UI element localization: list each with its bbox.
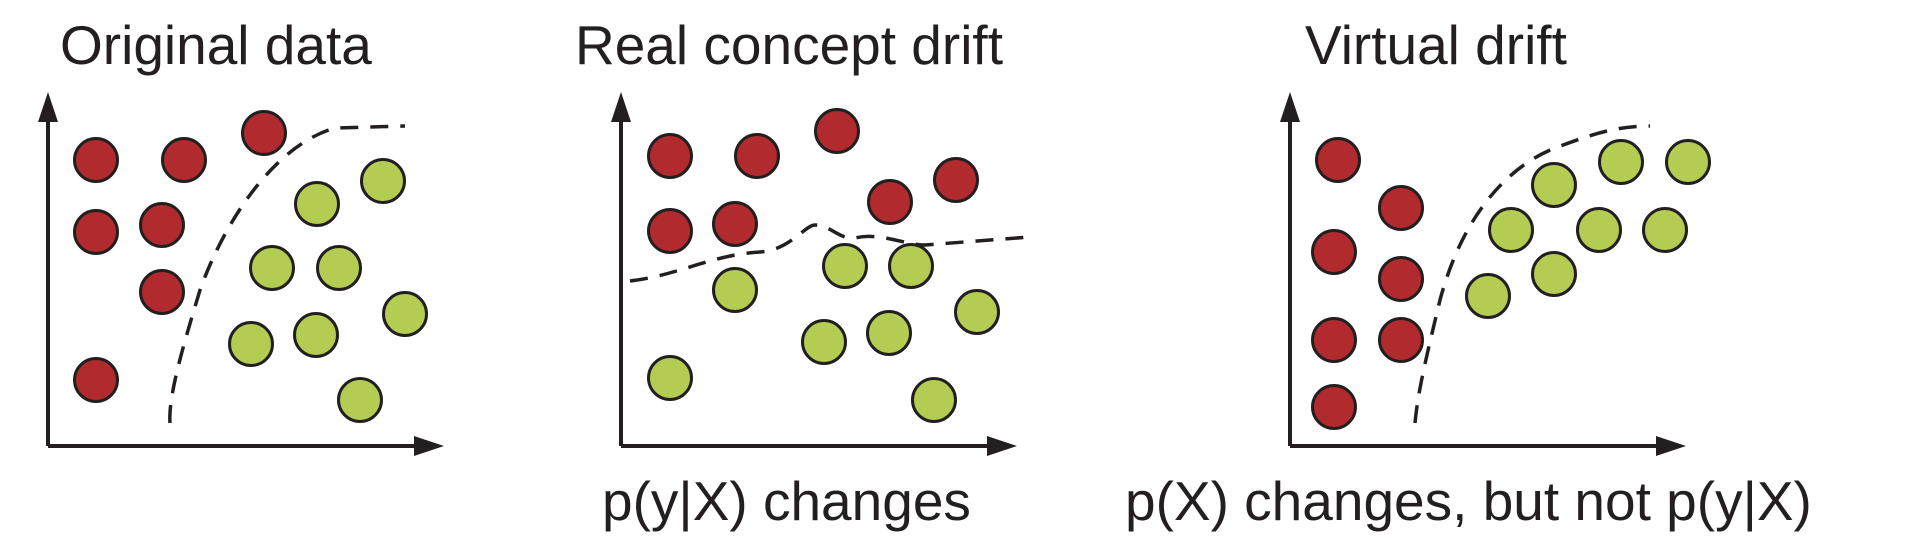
points <box>1311 137 1711 430</box>
point-green <box>249 245 295 291</box>
axes <box>1280 92 1686 456</box>
point-red <box>1378 185 1424 231</box>
panel-original-data: Original data <box>38 14 444 456</box>
panel-title: Real concept drift <box>575 14 1003 76</box>
point-red <box>1311 229 1357 275</box>
point-red <box>139 202 185 248</box>
point-green <box>822 243 868 289</box>
point-red <box>734 133 780 179</box>
point-green <box>1642 207 1688 253</box>
point-green <box>316 245 362 291</box>
decision-boundary <box>1413 124 1651 424</box>
axes <box>38 92 444 456</box>
point-red <box>1311 317 1357 363</box>
point-green <box>1531 162 1577 208</box>
point-red <box>73 357 119 403</box>
point-green <box>294 181 340 227</box>
panel-caption: p(X) changes, but not p(y|X) <box>1125 470 1812 532</box>
y-axis-arrowhead <box>611 92 631 122</box>
point-red <box>647 208 693 254</box>
point-red <box>139 269 185 315</box>
axes <box>611 92 1017 456</box>
point-green <box>382 291 428 337</box>
point-green <box>1488 207 1534 253</box>
point-green <box>1531 251 1577 297</box>
point-green <box>1665 139 1711 185</box>
point-red <box>1311 384 1357 430</box>
points <box>73 110 428 423</box>
point-green <box>360 158 406 204</box>
point-red <box>241 110 287 156</box>
decision-boundary <box>168 124 406 424</box>
point-red <box>712 201 758 247</box>
point-green <box>293 312 339 358</box>
x-axis-arrowhead <box>1656 436 1686 456</box>
x-axis-arrowhead <box>987 436 1017 456</box>
panel-real-concept-drift: Real concept drift p(y|X) changes <box>575 14 1031 532</box>
point-green <box>712 267 758 313</box>
point-green <box>911 377 957 423</box>
point-red <box>933 157 979 203</box>
panel-title: Virtual drift <box>1305 14 1567 76</box>
y-axis-arrowhead <box>1280 92 1300 122</box>
point-red <box>73 209 119 255</box>
point-green <box>1598 139 1644 185</box>
point-green <box>866 310 912 356</box>
panel-caption: p(y|X) changes <box>602 470 971 532</box>
point-red <box>73 137 119 183</box>
point-green <box>888 243 934 289</box>
point-green <box>1465 273 1511 319</box>
panel-virtual-drift: Virtual drift p(X) changes, but not p(y|… <box>1125 14 1812 532</box>
point-green <box>1576 207 1622 253</box>
point-red <box>1378 317 1424 363</box>
x-axis-arrowhead <box>414 436 444 456</box>
point-red <box>1378 256 1424 302</box>
point-red <box>161 137 207 183</box>
decision-boundary <box>629 223 1031 283</box>
point-green <box>801 319 847 365</box>
y-axis-arrowhead <box>38 92 58 122</box>
point-green <box>337 377 383 423</box>
points <box>647 108 1000 423</box>
point-red <box>1315 137 1361 183</box>
point-green <box>647 355 693 401</box>
point-red <box>647 133 693 179</box>
point-red <box>814 108 860 154</box>
point-green <box>228 321 274 367</box>
point-red <box>867 179 913 225</box>
panel-title: Original data <box>60 14 372 76</box>
point-green <box>954 289 1000 335</box>
